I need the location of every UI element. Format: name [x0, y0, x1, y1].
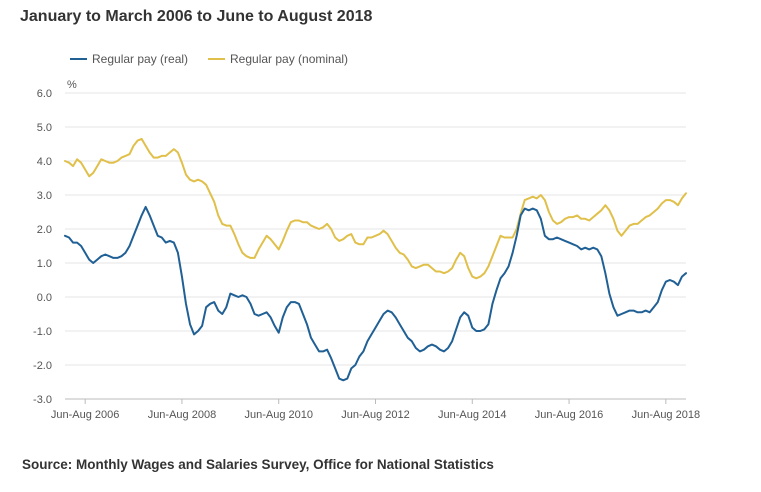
x-tick-label: Jun-Aug 2018	[632, 409, 701, 421]
x-tick-label: Jun-Aug 2006	[51, 409, 120, 421]
chart-title: January to March 2006 to June to August …	[20, 8, 373, 25]
x-tick-label: Jun-Aug 2010	[244, 409, 313, 421]
y-tick-label: -1.0	[33, 326, 52, 338]
y-tick-label: 0.0	[37, 292, 52, 304]
y-tick-label: 5.0	[37, 122, 52, 134]
x-tick-label: Jun-Aug 2014	[438, 409, 507, 421]
x-tick-label: Jun-Aug 2008	[148, 409, 217, 421]
x-axis-ticks: Jun-Aug 2006 Jun-Aug 2008 Jun-Aug 2010 Jun-…	[51, 399, 700, 421]
y-axis-ticks: 6.0 5.0 4.0 3.0 2.0 1.0 0.0 -1.0 -2.0 -3.0	[33, 88, 52, 406]
source-note: Source: Monthly Wages and Salaries Surve…	[22, 457, 494, 472]
series-lines	[64, 137, 687, 382]
y-tick-label: 3.0	[37, 190, 52, 202]
gridlines	[65, 92, 686, 400]
y-tick-label: 1.0	[37, 258, 52, 270]
y-tick-label: 6.0	[37, 88, 52, 100]
x-tick-label: Jun-Aug 2012	[341, 409, 410, 421]
chart-legend: Regular pay (real) Regular pay (nominal)	[70, 52, 348, 66]
legend-label-nominal[interactable]: Regular pay (nominal)	[230, 52, 348, 66]
y-tick-label: -2.0	[33, 360, 52, 372]
series-line-nominal	[64, 137, 687, 280]
y-tick-label: -3.0	[33, 394, 52, 406]
x-tick-label: Jun-Aug 2016	[535, 409, 604, 421]
y-tick-label: 4.0	[37, 156, 52, 168]
series-line-real	[64, 205, 687, 382]
y-tick-label: 2.0	[37, 224, 52, 236]
y-axis-unit-label: %	[67, 79, 77, 91]
legend-label-real[interactable]: Regular pay (real)	[92, 52, 188, 66]
